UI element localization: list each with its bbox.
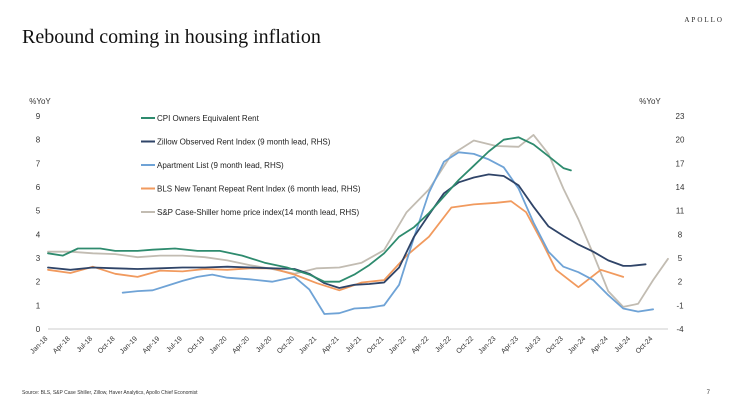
y-tick-right: 17	[676, 159, 685, 168]
x-tick-label: Jan-18	[29, 335, 49, 355]
x-tick-label: Oct-22	[455, 335, 475, 355]
x-tick-label: Apr-18	[52, 335, 72, 355]
x-tick-label: Jul-19	[165, 335, 184, 354]
x-tick-label: Jan-22	[388, 335, 408, 355]
left-axis-unit: %YoY	[29, 97, 51, 106]
x-tick-label: Oct-20	[276, 335, 296, 355]
y-tick-right: -1	[676, 301, 684, 310]
y-tick-left: 7	[36, 159, 41, 168]
right-axis-unit: %YoY	[639, 97, 661, 106]
y-tick-right: 14	[676, 183, 685, 192]
page-number: 7	[706, 390, 710, 396]
y-tick-right: 2	[678, 278, 683, 287]
x-tick-label: Apr-23	[500, 335, 520, 355]
series-line-4	[47, 134, 669, 308]
legend-label: Apartment List (9 month lead, RHS)	[157, 161, 284, 170]
legend-label: BLS New Tenant Repeat Rent Index (6 mont…	[157, 185, 361, 194]
y-tick-left: 8	[36, 136, 41, 145]
x-tick-label: Jul-20	[255, 335, 274, 354]
x-tick-label: Apr-22	[411, 335, 431, 355]
legend-label: Zillow Observed Rent Index (9 month lead…	[157, 138, 331, 147]
x-tick-label: Jan-24	[567, 335, 587, 355]
y-tick-left: 5	[36, 207, 41, 216]
x-tick-label: Jan-19	[119, 335, 139, 355]
series-line-1	[47, 173, 647, 289]
y-tick-right: 5	[678, 254, 683, 263]
series-line-2	[121, 151, 654, 315]
x-tick-label: Jan-23	[478, 335, 498, 355]
y-tick-right: 11	[676, 207, 685, 216]
x-tick-label: Oct-19	[186, 335, 206, 355]
y-tick-left: 4	[36, 230, 41, 239]
y-tick-right: 20	[676, 136, 685, 145]
y-tick-left: 9	[36, 112, 41, 121]
page-title: Rebound coming in housing inflation	[22, 26, 321, 48]
x-tick-label: Jul-24	[614, 335, 633, 354]
x-tick-label: Oct-21	[366, 335, 386, 355]
x-tick-label: Apr-24	[590, 335, 610, 355]
x-tick-label: Apr-19	[142, 335, 162, 355]
series-line-0	[47, 136, 572, 283]
x-tick-label: Jul-22	[434, 335, 453, 354]
y-tick-left: 2	[36, 278, 41, 287]
y-tick-left: 1	[36, 301, 41, 310]
x-tick-label: Jul-18	[76, 335, 95, 354]
legend-label: CPI Owners Equivalent Rent	[157, 114, 260, 123]
y-tick-left: 0	[36, 325, 41, 334]
x-tick-label: Jul-21	[345, 335, 364, 354]
x-tick-label: Oct-18	[97, 335, 117, 355]
x-tick-label: Apr-20	[231, 335, 251, 355]
source-note: Source: BLS, S&P Case Shiller, Zillow, H…	[22, 390, 198, 396]
legend-label: S&P Case-Shiller home price index(14 mon…	[157, 208, 360, 217]
brand-logo: APOLLO	[684, 16, 724, 24]
y-tick-right: 23	[676, 112, 685, 121]
x-tick-label: Jul-23	[524, 335, 543, 354]
y-tick-right: -4	[676, 325, 684, 334]
x-tick-label: Oct-24	[635, 335, 655, 355]
y-tick-left: 6	[36, 183, 41, 192]
x-tick-label: Jan-21	[298, 335, 318, 355]
y-tick-left: 3	[36, 254, 41, 263]
x-tick-label: Jan-20	[209, 335, 229, 355]
x-tick-label: Oct-23	[545, 335, 565, 355]
y-tick-right: 8	[678, 230, 683, 239]
x-tick-label: Apr-21	[321, 335, 341, 355]
